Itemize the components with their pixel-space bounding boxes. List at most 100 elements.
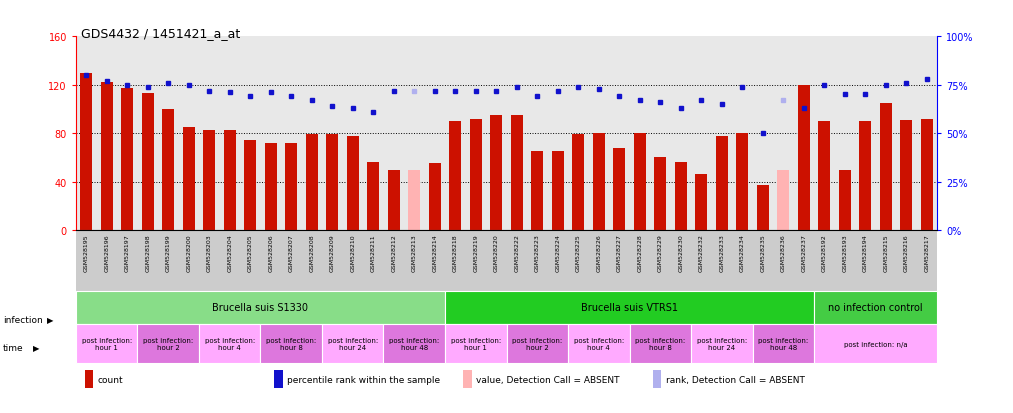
Text: GSM528226: GSM528226 xyxy=(597,234,602,271)
Text: post infection:
hour 1: post infection: hour 1 xyxy=(82,337,132,350)
Bar xyxy=(182,128,194,230)
Bar xyxy=(122,89,134,230)
Text: GSM528194: GSM528194 xyxy=(863,234,868,271)
Bar xyxy=(260,324,322,363)
Bar xyxy=(921,119,933,230)
Bar xyxy=(633,134,646,230)
Bar xyxy=(814,291,937,324)
Text: GSM528200: GSM528200 xyxy=(186,234,191,271)
Text: GSM528217: GSM528217 xyxy=(924,234,929,271)
Text: GSM528234: GSM528234 xyxy=(739,234,745,271)
Text: GSM528192: GSM528192 xyxy=(822,234,827,271)
Bar xyxy=(367,163,380,230)
Bar xyxy=(695,175,707,230)
Text: GSM528232: GSM528232 xyxy=(699,234,704,271)
Text: ▶: ▶ xyxy=(33,343,40,352)
Bar xyxy=(859,122,871,230)
Bar xyxy=(203,130,216,230)
Text: GSM528215: GSM528215 xyxy=(883,234,888,271)
Bar xyxy=(819,122,831,230)
Bar xyxy=(408,170,420,230)
Text: post infection:
hour 48: post infection: hour 48 xyxy=(758,337,808,350)
Bar xyxy=(445,291,814,324)
Bar xyxy=(326,135,338,230)
Bar xyxy=(568,324,629,363)
Text: GSM528222: GSM528222 xyxy=(515,234,520,271)
Text: GSM528235: GSM528235 xyxy=(761,234,765,271)
Bar xyxy=(445,324,506,363)
Bar xyxy=(901,121,913,230)
Bar xyxy=(100,83,112,230)
Text: GSM528224: GSM528224 xyxy=(555,234,560,271)
Text: GSM528203: GSM528203 xyxy=(207,234,212,271)
Text: GSM528208: GSM528208 xyxy=(309,234,314,271)
Text: GDS4432 / 1451421_a_at: GDS4432 / 1451421_a_at xyxy=(81,27,240,40)
Bar xyxy=(839,170,851,230)
Text: ▶: ▶ xyxy=(47,316,53,325)
Text: count: count xyxy=(97,375,124,384)
Text: GSM528223: GSM528223 xyxy=(535,234,540,271)
Bar xyxy=(797,85,810,230)
Bar xyxy=(653,370,661,389)
Bar xyxy=(264,144,277,230)
Bar xyxy=(306,135,318,230)
Text: GSM528225: GSM528225 xyxy=(575,234,580,271)
Bar xyxy=(531,152,543,230)
Bar xyxy=(85,370,93,389)
Text: GSM528214: GSM528214 xyxy=(433,234,438,271)
Text: GSM528233: GSM528233 xyxy=(719,234,724,271)
Text: GSM528220: GSM528220 xyxy=(493,234,498,271)
Bar xyxy=(552,152,564,230)
Bar xyxy=(322,324,384,363)
Bar xyxy=(470,119,482,230)
Bar xyxy=(346,136,359,230)
Text: GSM528219: GSM528219 xyxy=(473,234,478,271)
Text: infection: infection xyxy=(3,316,43,325)
Bar xyxy=(142,94,154,230)
Bar xyxy=(244,141,256,230)
Text: GSM528218: GSM528218 xyxy=(453,234,458,271)
Bar xyxy=(675,163,687,230)
Text: GSM528206: GSM528206 xyxy=(268,234,274,271)
Bar xyxy=(753,324,814,363)
Text: GSM528237: GSM528237 xyxy=(801,234,806,271)
Bar xyxy=(814,324,937,363)
Bar xyxy=(449,122,461,230)
Text: GSM528196: GSM528196 xyxy=(104,234,109,271)
Text: post infection:
hour 48: post infection: hour 48 xyxy=(389,337,440,350)
Text: Brucella suis VTRS1: Brucella suis VTRS1 xyxy=(581,303,678,313)
Text: post infection: n/a: post infection: n/a xyxy=(844,341,908,347)
Text: GSM528205: GSM528205 xyxy=(248,234,252,271)
Bar xyxy=(572,135,585,230)
Text: post infection:
hour 1: post infection: hour 1 xyxy=(451,337,500,350)
Text: GSM528227: GSM528227 xyxy=(617,234,622,271)
Bar xyxy=(224,130,236,230)
Text: GSM528236: GSM528236 xyxy=(781,234,786,271)
Bar xyxy=(428,164,441,230)
Bar xyxy=(76,324,138,363)
Bar xyxy=(736,134,749,230)
Text: GSM528213: GSM528213 xyxy=(411,234,416,271)
Bar xyxy=(490,116,502,230)
Text: GSM528197: GSM528197 xyxy=(125,234,130,271)
Text: GSM528199: GSM528199 xyxy=(166,234,171,271)
Text: GSM528216: GSM528216 xyxy=(904,234,909,271)
Bar xyxy=(285,144,298,230)
Text: GSM528228: GSM528228 xyxy=(637,234,642,271)
Text: GSM528207: GSM528207 xyxy=(289,234,294,271)
Text: post infection:
hour 2: post infection: hour 2 xyxy=(143,337,193,350)
Bar xyxy=(654,158,667,230)
Text: post infection:
hour 4: post infection: hour 4 xyxy=(205,337,255,350)
Bar xyxy=(274,370,283,389)
Text: Brucella suis S1330: Brucella suis S1330 xyxy=(213,303,309,313)
Bar xyxy=(629,324,691,363)
Text: GSM528209: GSM528209 xyxy=(330,234,334,271)
Text: post infection:
hour 4: post infection: hour 4 xyxy=(573,337,624,350)
Bar xyxy=(511,116,523,230)
Text: post infection:
hour 2: post infection: hour 2 xyxy=(513,337,562,350)
Bar xyxy=(388,170,400,230)
Bar xyxy=(138,324,199,363)
Bar xyxy=(757,186,769,230)
Bar xyxy=(384,324,445,363)
Bar xyxy=(879,104,891,230)
